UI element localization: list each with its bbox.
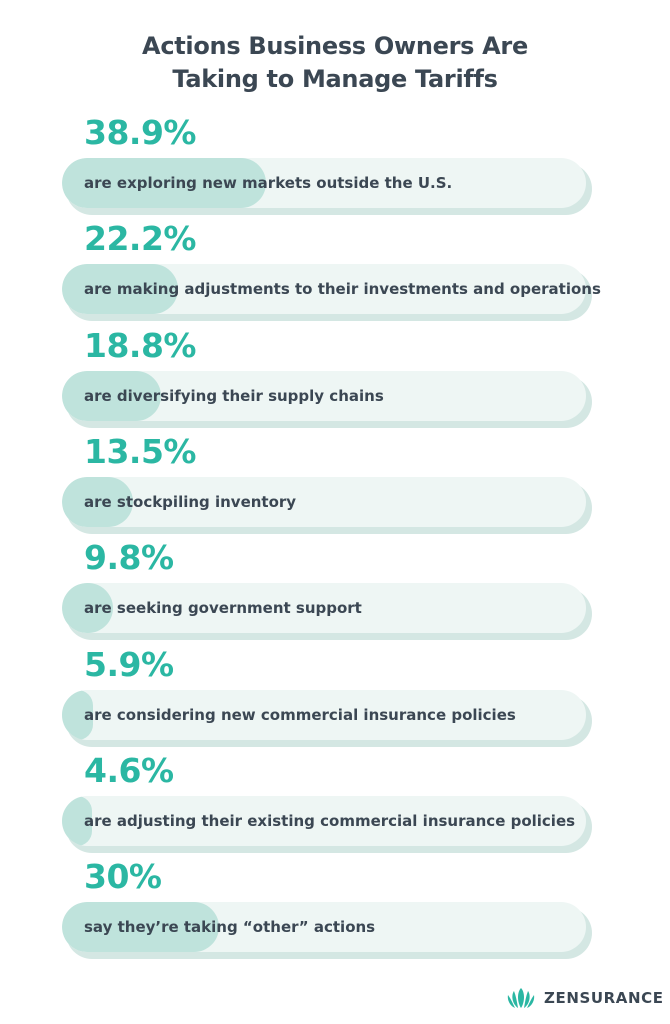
bar-category-label: are diversifying their supply chains: [84, 387, 384, 405]
bar: [62, 477, 133, 527]
bar-track: [62, 690, 586, 740]
bar-row: 9.8% are seeking government support: [0, 538, 670, 644]
bar-track: [62, 264, 586, 314]
bar-category-label: are making adjustments to their investme…: [84, 280, 601, 298]
bar-category-label: say they’re taking “other” actions: [84, 918, 376, 936]
chart-title-line-1: Actions Business Owners Are: [142, 32, 528, 60]
bar-track: [62, 477, 586, 527]
bar-track: [62, 796, 586, 846]
bar-track: [62, 583, 586, 633]
bar-value-label: 5.9%: [84, 645, 174, 684]
bar-row: 38.9% are exploring new markets outside t…: [0, 113, 670, 219]
bar-value-label: 22.2%: [84, 219, 197, 258]
brand-name: ZENSURANCE: [544, 989, 664, 1007]
bar: [62, 583, 114, 633]
brand-logo: ZENSURANCE: [506, 984, 664, 1012]
bar-value-label: 4.6%: [84, 751, 174, 790]
bar-value-label: 9.8%: [84, 538, 174, 577]
bar-category-label: are considering new commercial insurance…: [84, 706, 516, 724]
bar: [62, 796, 92, 846]
bar: [62, 264, 179, 314]
bar-value-label: 18.8%: [84, 326, 197, 365]
bar-category-label: are seeking government support: [84, 599, 362, 617]
chart-title: Actions Business Owners Are Taking to Ma…: [0, 30, 670, 96]
bar: [62, 371, 161, 421]
bar-row: 22.2% are making adjustments to their inv…: [0, 219, 670, 325]
bar-value-label: 38.9%: [84, 113, 197, 152]
chart-title-line-2: Taking to Manage Tariffs: [172, 65, 498, 93]
bar-category-label: are stockpiling inventory: [84, 493, 297, 511]
bar-track: [62, 158, 586, 208]
bar-row: 18.8% are diversifying their supply chain…: [0, 326, 670, 432]
bar: [62, 158, 266, 208]
bar-track: [62, 371, 586, 421]
bar-row: 30% say they’re taking “other” actions: [0, 857, 670, 963]
bar-track: [62, 902, 586, 952]
bar: [62, 690, 93, 740]
bar-category-label: are adjusting their existing commercial …: [84, 812, 576, 830]
bar-row: 5.9% are considering new commercial insur…: [0, 645, 670, 751]
bar-row: 13.5% are stockpiling inventory: [0, 432, 670, 538]
bar-row: 4.6% are adjusting their existing commerc…: [0, 751, 670, 857]
bar-value-label: 13.5%: [84, 432, 197, 471]
bar: [62, 902, 220, 952]
lotus-logo-icon: [507, 988, 535, 1008]
bar-value-label: 30%: [84, 857, 162, 896]
bar-category-label: are exploring new markets outside the U.…: [84, 174, 453, 192]
